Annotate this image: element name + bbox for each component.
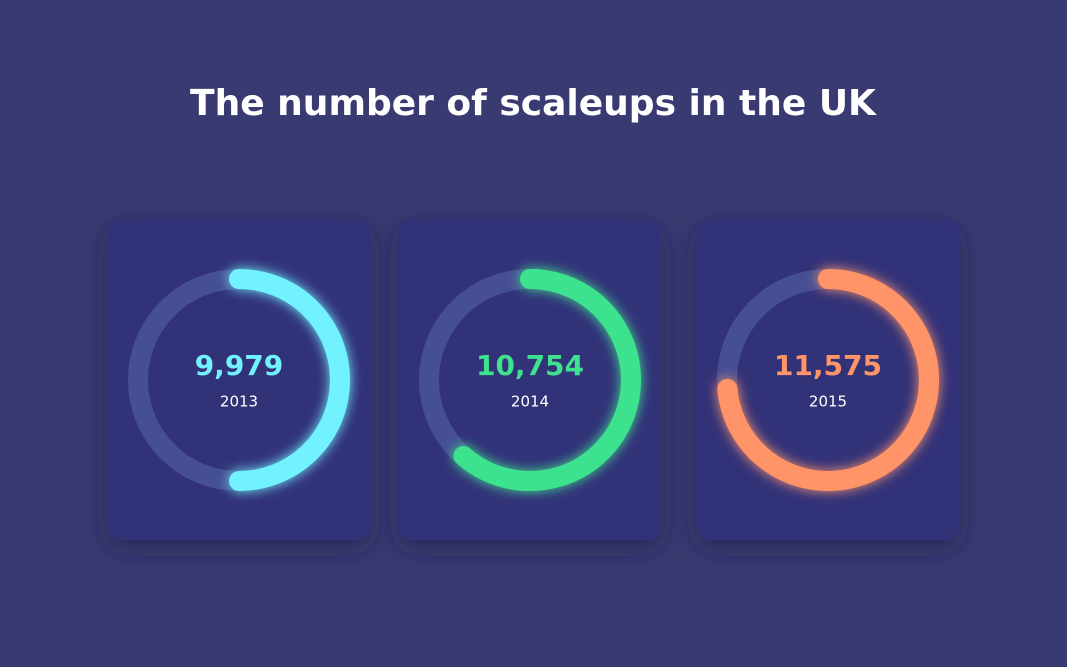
gauge-arc	[453, 269, 641, 491]
value-label: 10,754	[476, 349, 584, 382]
value-label: 11,575	[774, 349, 882, 382]
chart-title: The number of scaleups in the UK	[190, 83, 877, 124]
category-label: 2015	[809, 393, 847, 411]
gauge-arc	[229, 269, 351, 491]
category-label: 2013	[220, 393, 258, 411]
value-label: 9,979	[195, 349, 284, 382]
category-label: 2014	[511, 393, 549, 411]
gauge-arc	[717, 269, 939, 491]
